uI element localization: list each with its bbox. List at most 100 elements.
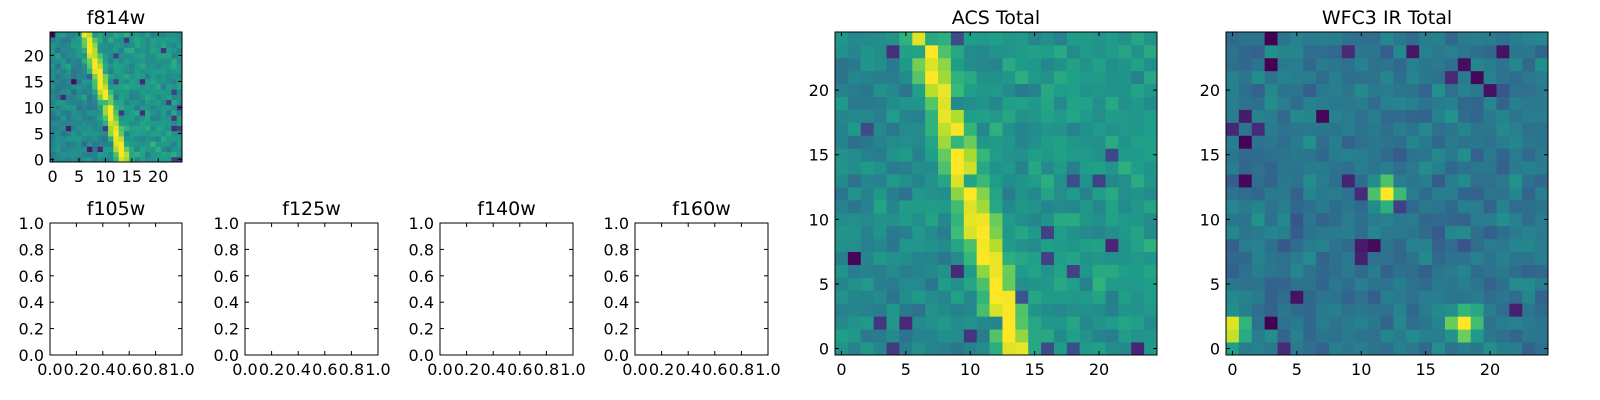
heatmap-cell xyxy=(118,58,125,64)
heatmap-cell xyxy=(1053,316,1068,330)
y-tick-label: 20 xyxy=(1200,81,1220,100)
heatmap-cell xyxy=(1144,44,1158,59)
heatmap-cell xyxy=(113,120,120,126)
heatmap-cell xyxy=(1303,32,1317,46)
heatmap-cell xyxy=(1483,277,1497,291)
heatmap-cell xyxy=(118,125,125,132)
heatmap-cell xyxy=(873,109,887,123)
heatmap-cell xyxy=(1393,277,1407,291)
heatmap-cell xyxy=(1393,148,1407,162)
heatmap-cell xyxy=(102,78,109,85)
heatmap-cell xyxy=(1354,96,1369,110)
heatmap-cell xyxy=(150,156,156,163)
heatmap-cell xyxy=(76,58,83,64)
heatmap-cell xyxy=(1432,109,1446,123)
heatmap-cell xyxy=(1367,122,1381,136)
heatmap-cell xyxy=(102,104,109,111)
heatmap-cell xyxy=(1028,342,1042,356)
heatmap-cell xyxy=(123,146,130,152)
heatmap-cell xyxy=(1483,290,1497,304)
heatmap-cell xyxy=(899,329,913,343)
heatmap-cell xyxy=(1316,264,1330,278)
heatmap-cell xyxy=(1522,161,1536,175)
heatmap-cell xyxy=(1341,225,1356,240)
heatmap-cell xyxy=(1066,199,1081,214)
heatmap-cell xyxy=(65,78,72,85)
heatmap-cell xyxy=(1393,290,1407,304)
heatmap-cell xyxy=(886,161,900,175)
x-tick-label: 0.6 xyxy=(507,360,532,379)
heatmap-cell xyxy=(1277,199,1291,214)
heatmap-cell xyxy=(1238,57,1253,72)
heatmap-cell xyxy=(50,47,56,54)
x-tick-label: 0.0 xyxy=(622,360,647,379)
heatmap-cell xyxy=(1419,212,1433,227)
heatmap-cell xyxy=(1522,277,1536,291)
heatmap-cell xyxy=(155,89,162,95)
heatmap-cell xyxy=(86,68,93,74)
heatmap-cell xyxy=(55,63,61,69)
heatmap-cell xyxy=(176,151,183,158)
heatmap-cell xyxy=(160,136,167,142)
heatmap-cell xyxy=(160,141,167,147)
heatmap-cell xyxy=(1470,303,1484,317)
heatmap-cell xyxy=(102,136,109,142)
heatmap-cell xyxy=(1535,161,1549,175)
heatmap-cell xyxy=(1509,96,1523,110)
heatmap-cell xyxy=(1226,303,1240,317)
heatmap-cell xyxy=(950,161,965,175)
heatmap-cell xyxy=(1238,342,1253,356)
heatmap-cell xyxy=(899,264,913,278)
heatmap-cell xyxy=(171,130,178,137)
heatmap-cell xyxy=(166,47,172,54)
heatmap-cell xyxy=(1496,303,1510,317)
heatmap-cell xyxy=(1496,329,1510,343)
heatmap-cell xyxy=(65,151,72,158)
heatmap-cell xyxy=(1303,174,1317,188)
heatmap-cell xyxy=(1341,316,1356,330)
heatmap-cell xyxy=(1028,57,1042,72)
heatmap-cell xyxy=(113,151,120,158)
heatmap-cell xyxy=(1144,109,1158,123)
x-tick-label: 5 xyxy=(74,167,84,186)
heatmap-cell xyxy=(1238,32,1253,46)
heatmap-cell xyxy=(1496,277,1510,291)
heatmap-cell xyxy=(60,151,67,158)
heatmap-cell xyxy=(873,96,887,110)
heatmap-cell xyxy=(925,70,939,85)
heatmap-cell xyxy=(1251,44,1266,59)
heatmap-cell xyxy=(1105,135,1119,149)
heatmap-cell xyxy=(1105,199,1119,214)
heatmap-cell xyxy=(50,151,56,158)
heatmap-cell xyxy=(1496,96,1510,110)
heatmap-cell xyxy=(134,37,141,43)
heatmap-cell xyxy=(1105,70,1119,85)
heatmap-cell xyxy=(1251,161,1266,175)
heatmap-cell xyxy=(1066,251,1081,265)
heatmap-cell xyxy=(1329,148,1343,162)
heatmap-cell xyxy=(129,110,135,116)
heatmap-cell xyxy=(1041,251,1055,265)
heatmap-cell xyxy=(925,277,939,291)
heatmap-cell xyxy=(65,32,72,38)
heatmap-cell xyxy=(912,44,926,59)
heatmap-cell xyxy=(1535,135,1549,149)
heatmap-cell xyxy=(1105,329,1119,343)
heatmap-cell xyxy=(71,63,77,69)
heatmap-cell xyxy=(938,251,952,265)
heatmap-cell xyxy=(1226,70,1240,85)
heatmap-cell xyxy=(97,136,104,142)
heatmap-cell xyxy=(925,32,939,46)
heatmap-cell xyxy=(134,141,141,147)
heatmap-cell xyxy=(92,52,98,59)
heatmap-cell xyxy=(1303,316,1317,330)
heatmap-cell xyxy=(1367,174,1381,188)
heatmap-cell xyxy=(113,73,120,80)
x-tick-label: 0.0 xyxy=(427,360,452,379)
heatmap-cell xyxy=(1367,32,1381,46)
heatmap-cell xyxy=(1341,264,1356,278)
heatmap-cell xyxy=(97,37,104,43)
heatmap-cell xyxy=(113,47,120,54)
heatmap-cell xyxy=(113,37,120,43)
y-tick-label: 20 xyxy=(24,46,44,65)
